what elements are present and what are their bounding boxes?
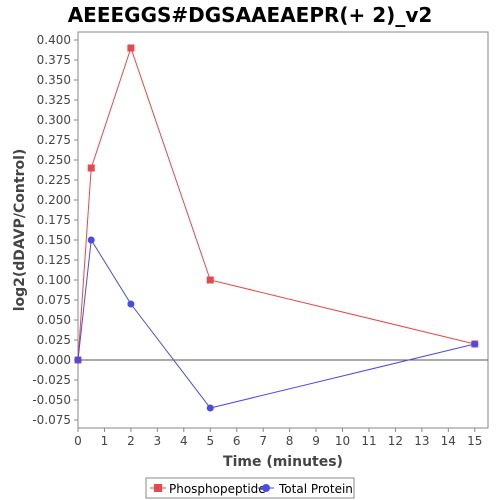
data-point-phosphopeptide — [127, 44, 135, 52]
y-tick-label: 0.250 — [37, 153, 71, 167]
x-tick-label: 8 — [286, 434, 294, 448]
x-axis: 0 1 2 3 4 5 6 7 8 9 10 11 12 13 14 15 — [74, 428, 482, 448]
x-tick-label: 14 — [441, 434, 456, 448]
data-point-phosphopeptide — [206, 276, 214, 284]
y-axis: -0.075 -0.050 -0.025 0.000 0.025 0.050 0.075 0.… — [32, 33, 78, 427]
x-axis-title: Time (minutes) — [223, 454, 343, 470]
series-layer — [74, 44, 479, 412]
x-tick-label: 7 — [259, 434, 267, 448]
data-point-total-protein — [74, 356, 82, 364]
y-tick-label: 0.175 — [37, 213, 71, 227]
legend-label-phosphopeptide: Phosphopeptide — [169, 482, 266, 496]
y-tick-label: -0.050 — [32, 393, 71, 407]
x-tick-label: 1 — [101, 434, 109, 448]
y-tick-label: 0.100 — [37, 273, 71, 287]
y-tick-label: 0.025 — [37, 333, 71, 347]
y-tick-label: 0.000 — [37, 353, 71, 367]
y-tick-label: 0.275 — [37, 133, 71, 147]
legend: Phosphopeptide Total Protein — [145, 477, 355, 499]
y-tick-label: 0.350 — [37, 73, 71, 87]
y-tick-label: 0.325 — [37, 93, 71, 107]
y-tick-label: -0.075 — [32, 413, 71, 427]
data-point-phosphopeptide — [87, 164, 95, 172]
y-tick-label: 0.375 — [37, 53, 71, 67]
x-tick-label: 5 — [206, 434, 214, 448]
x-tick-label: 9 — [312, 434, 320, 448]
legend-marker-phosphopeptide — [154, 484, 162, 492]
y-tick-label: 0.200 — [37, 193, 71, 207]
x-tick-label: 13 — [414, 434, 429, 448]
data-point-total-protein — [471, 340, 479, 348]
x-tick-label: 4 — [180, 434, 188, 448]
legend-label-total-protein: Total Protein — [278, 482, 353, 496]
data-point-total-protein — [87, 236, 95, 244]
x-tick-label: 15 — [467, 434, 482, 448]
x-tick-label: 2 — [127, 434, 135, 448]
data-point-total-protein — [206, 404, 214, 412]
plot-area — [77, 31, 489, 429]
x-tick-label: 12 — [388, 434, 403, 448]
y-tick-label: 0.150 — [37, 233, 71, 247]
legend-box — [145, 477, 355, 499]
x-tick-label: 11 — [361, 434, 376, 448]
y-tick-label: 0.400 — [37, 33, 71, 47]
x-tick-label: 6 — [233, 434, 241, 448]
legend-marker-total-protein — [262, 484, 270, 492]
y-axis-title: log2(dDAVP/Control) — [12, 149, 28, 312]
x-tick-label: 10 — [335, 434, 350, 448]
y-tick-label: 0.300 — [37, 113, 71, 127]
y-tick-label: 0.225 — [37, 173, 71, 187]
y-tick-label: 0.075 — [37, 293, 71, 307]
x-tick-label: 0 — [74, 434, 82, 448]
data-point-total-protein — [127, 300, 135, 308]
y-tick-label: 0.125 — [37, 253, 71, 267]
chart-title: AEEEGGS#DGSAAEAEPR(+ 2)_v2 — [68, 3, 433, 27]
x-tick-label: 3 — [154, 434, 162, 448]
y-tick-label: 0.050 — [37, 313, 71, 327]
y-tick-label: -0.025 — [32, 373, 71, 387]
